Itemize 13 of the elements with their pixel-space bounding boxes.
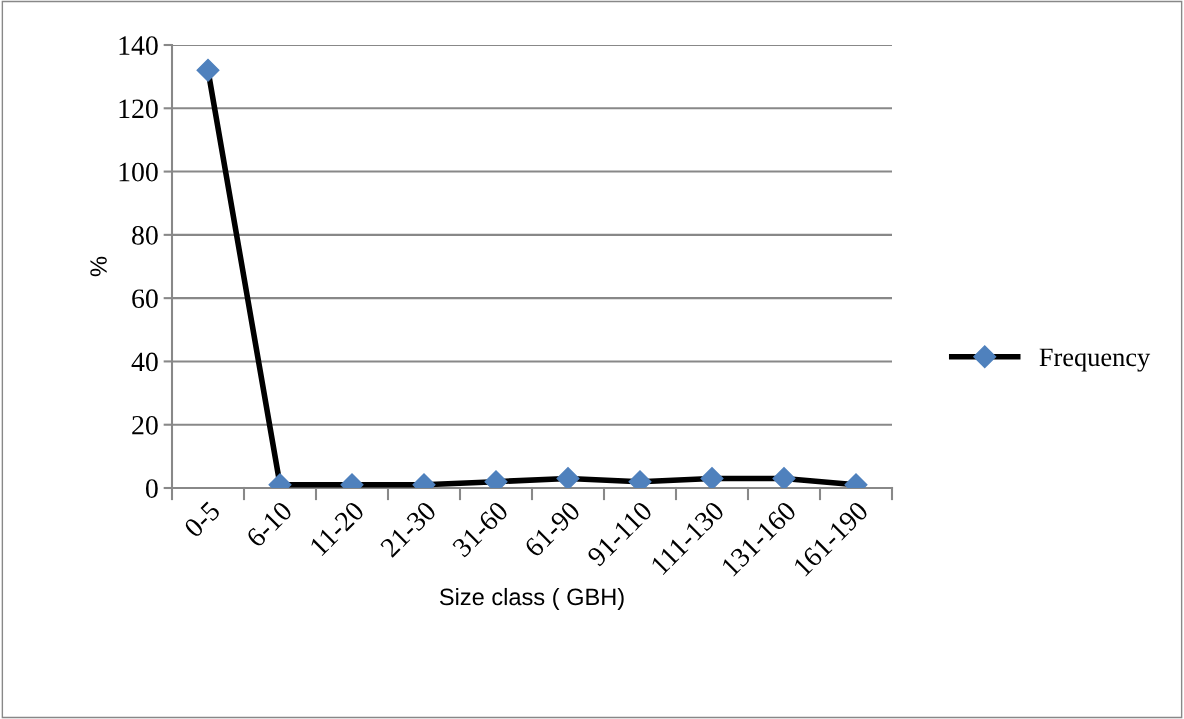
y-tick-label: 100	[119, 162, 158, 182]
y-tick-label: 0	[145, 479, 158, 498]
x-tick-label: 6-10	[245, 500, 294, 549]
legend-label: Frequency	[1039, 348, 1151, 372]
y-tick-label: 120	[119, 99, 158, 119]
y-tick-label: 20	[132, 415, 158, 435]
y-tick-label: 40	[131, 352, 158, 372]
y-tick-label: 140	[119, 36, 158, 55]
y-tick-label: 60	[132, 289, 158, 309]
x-axis-title: Size class ( GBH)	[439, 587, 624, 610]
x-tick-label: 0-5	[183, 500, 222, 539]
y-axis-title: %	[90, 256, 107, 277]
y-tick-label: 80	[132, 226, 158, 245]
